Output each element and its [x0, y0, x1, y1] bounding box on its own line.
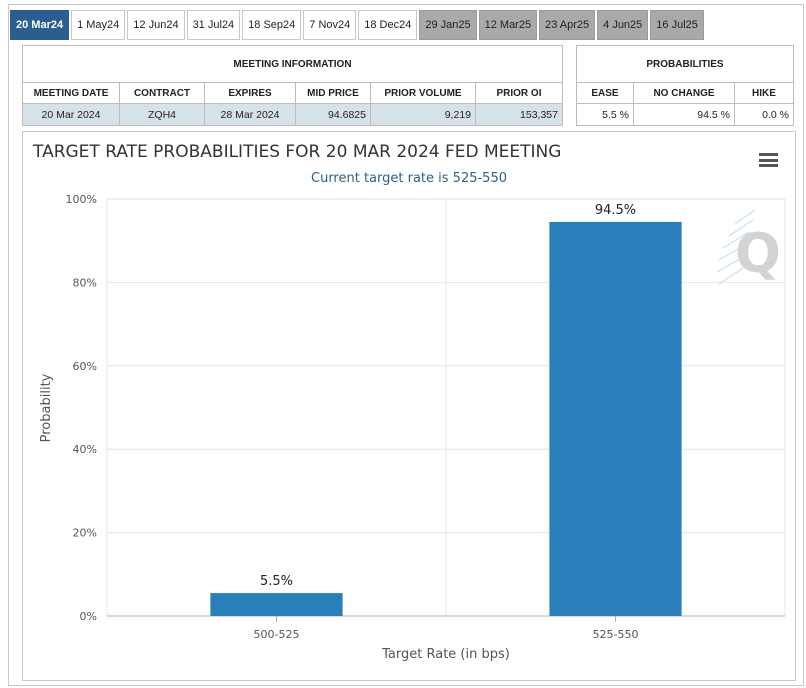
col-meeting-date: MEETING DATE	[22, 82, 120, 104]
watermark-logo: Q	[716, 209, 781, 285]
cell-meeting-date: 20 Mar 2024	[22, 103, 120, 126]
bar	[549, 221, 682, 616]
tab-20-mar24[interactable]: 20 Mar24	[10, 10, 70, 40]
chart-subtitle: Current target rate is 525-550	[311, 171, 507, 186]
probabilities-header: PROBABILITIES	[576, 45, 794, 83]
col-no-change: NO CHANGE	[633, 82, 735, 104]
y-tick-label: 0%	[80, 610, 97, 623]
bar-data-label: 94.5%	[595, 203, 636, 218]
col-prior-oi: PRIOR OI	[475, 82, 563, 104]
col-hike: HIKE	[734, 82, 794, 104]
tab-23-apr25[interactable]: 23 Apr25	[539, 10, 596, 40]
x-tick-label: 500-525	[254, 628, 300, 641]
x-axis-label: Target Rate (in bps)	[381, 647, 510, 662]
meeting-info-table: MEETING INFORMATION MEETING DATE CONTRAC…	[22, 45, 563, 126]
watermark-text: Q	[735, 222, 781, 285]
y-tick-label: 100%	[66, 193, 97, 206]
bar-chart: TARGET RATE PROBABILITIES FOR 20 MAR 202…	[32, 142, 786, 662]
cell-prior-volume: 9,219	[370, 103, 476, 126]
table-row: 5.5 % 94.5 % 0.0 %	[576, 103, 794, 126]
col-mid-price: MID PRICE	[295, 82, 371, 104]
y-axis-label: Probability	[39, 373, 54, 442]
col-ease: EASE	[576, 82, 634, 104]
tab-16-jul25[interactable]: 16 Jul25	[650, 10, 704, 40]
chart-panel: TARGET RATE PROBABILITIES FOR 20 MAR 202…	[22, 131, 796, 681]
cell-ease: 5.5 %	[576, 103, 634, 126]
tab-7-nov24[interactable]: 7 Nov24	[303, 10, 357, 40]
col-contract: CONTRACT	[119, 82, 205, 104]
y-tick-label: 20%	[73, 527, 97, 540]
bar	[210, 593, 343, 616]
cell-prior-oi: 153,357	[475, 103, 563, 126]
cell-contract: ZQH4	[119, 103, 205, 126]
chart-title: TARGET RATE PROBABILITIES FOR 20 MAR 202…	[32, 142, 561, 162]
bar-data-label: 5.5%	[260, 574, 293, 589]
cell-hike: 0.0 %	[734, 103, 794, 126]
meeting-tabs: 20 Mar24 1 May24 12 Jun24 31 Jul24 18 Se…	[10, 10, 704, 40]
x-tick-label: 525-550	[593, 628, 639, 641]
tab-4-jun25[interactable]: 4 Jun25	[597, 10, 649, 40]
y-tick-label: 80%	[73, 276, 97, 289]
y-tick-label: 60%	[73, 360, 97, 373]
col-expires: EXPIRES	[204, 82, 296, 104]
probabilities-table: PROBABILITIES EASE NO CHANGE HIKE 5.5 % …	[576, 45, 794, 126]
tab-12-jun24[interactable]: 12 Jun24	[127, 10, 185, 40]
tab-29-jan25[interactable]: 29 Jan25	[419, 10, 477, 40]
y-tick-label: 40%	[73, 443, 97, 456]
cell-no-change: 94.5 %	[633, 103, 735, 126]
cell-expires: 28 Mar 2024	[204, 103, 296, 126]
tab-12-mar25[interactable]: 12 Mar25	[478, 10, 538, 40]
cell-mid-price: 94.6825	[295, 103, 371, 126]
meeting-info-header: MEETING INFORMATION	[22, 45, 563, 83]
tab-18-dec24[interactable]: 18 Dec24	[358, 10, 418, 40]
tab-18-sep24[interactable]: 18 Sep24	[242, 10, 302, 40]
hamburger-menu-icon[interactable]	[759, 153, 778, 167]
table-row: 20 Mar 2024 ZQH4 28 Mar 2024 94.6825 9,2…	[22, 103, 563, 126]
col-prior-volume: PRIOR VOLUME	[370, 82, 476, 104]
tab-31-jul24[interactable]: 31 Jul24	[186, 10, 241, 40]
tab-1-may24[interactable]: 1 May24	[71, 10, 126, 40]
